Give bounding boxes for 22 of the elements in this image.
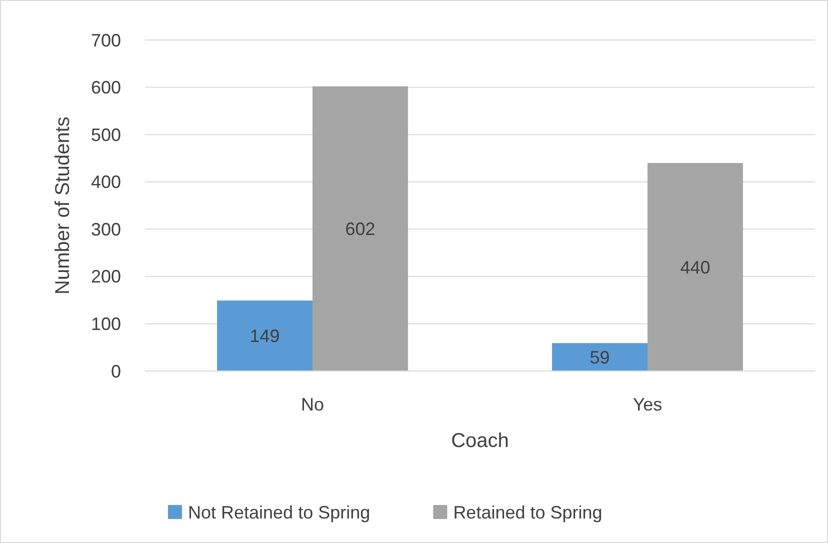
y-tick-label: 400 xyxy=(90,172,121,192)
x-axis-title: Coach xyxy=(451,430,509,452)
data-label: 602 xyxy=(345,218,376,239)
legend-label: Retained to Spring xyxy=(453,502,602,522)
y-tick-label: 200 xyxy=(90,266,121,287)
y-tick-label: 500 xyxy=(90,124,121,145)
bar xyxy=(552,343,648,371)
bar xyxy=(312,86,408,371)
data-label: 440 xyxy=(680,257,710,278)
y-tick-label: 0 xyxy=(110,361,121,382)
y-tick-label: 600 xyxy=(90,78,121,98)
legend-label: Not Retained to Spring xyxy=(188,502,370,522)
x-tick-label: No xyxy=(300,394,324,414)
y-tick-label: 300 xyxy=(90,219,121,240)
data-label: 59 xyxy=(590,347,610,368)
bar xyxy=(217,300,312,371)
y-tick-label: 100 xyxy=(90,314,121,334)
y-axis-title: Number of Students xyxy=(52,116,74,294)
bar xyxy=(648,162,743,371)
y-tick-label: 700 xyxy=(90,30,121,50)
x-tick-label: Yes xyxy=(632,394,662,414)
data-label: 149 xyxy=(250,326,280,346)
